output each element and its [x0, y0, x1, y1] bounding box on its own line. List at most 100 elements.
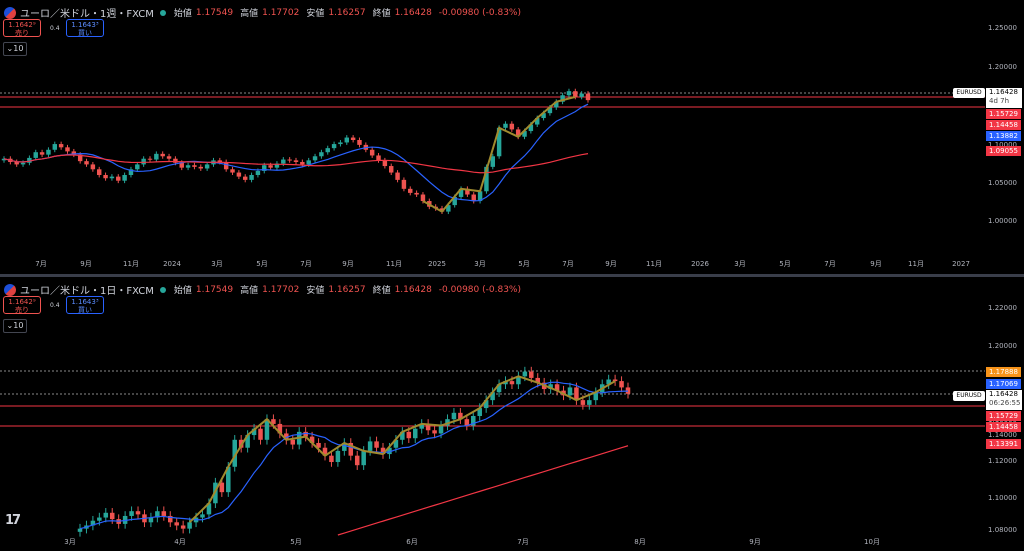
open-key: 始値 — [173, 286, 192, 296]
candle-body — [206, 503, 212, 515]
high-value: 1.17702 — [262, 7, 300, 18]
y-tick-label: 1.05000 — [988, 179, 1017, 187]
x-tick-label: 3月 — [734, 260, 745, 268]
symbol-label: EURUSD — [953, 391, 985, 401]
price-label: 1.13391 — [986, 439, 1021, 449]
candle-body — [388, 166, 394, 173]
low-key: 安値 — [306, 9, 325, 19]
interval-toggle[interactable]: ⌄10 — [3, 319, 27, 333]
candle-body — [148, 517, 154, 523]
candle-body — [179, 162, 184, 168]
candle-body — [147, 158, 153, 160]
candle-body — [335, 450, 341, 463]
candle-body — [432, 430, 437, 434]
candle-body — [284, 433, 289, 440]
symbol-title[interactable]: ユーロ／米ドル・1週・FXCM — [20, 9, 154, 20]
candle-body — [331, 144, 337, 149]
weekly-chart-canvas[interactable]: 1.250001.200001.150001.100001.050001.000… — [0, 0, 1024, 274]
market-open-dot-icon — [159, 9, 166, 16]
tradingview-logo[interactable]: 17 — [5, 513, 21, 528]
candle-body — [515, 129, 521, 137]
sell-button[interactable]: 1.1642⁹ 売り — [3, 296, 41, 314]
candle-body — [174, 522, 179, 526]
candle-body — [262, 165, 267, 171]
daily-chart-canvas[interactable]: 1.220001.200001.180001.160001.120001.100… — [0, 277, 1024, 551]
candle-body — [155, 511, 160, 518]
buy-button[interactable]: 1.1643³ 買い — [66, 19, 104, 37]
price-label: 1.17888 — [986, 367, 1021, 377]
x-tick-label: 3月 — [64, 538, 75, 546]
symbol-label: EURUSD — [953, 88, 985, 98]
symbol-title[interactable]: ユーロ／米ドル・1日・FXCM — [20, 286, 154, 297]
x-tick-label: 2025 — [428, 260, 446, 268]
candle-body — [65, 147, 70, 152]
current-price: 1.16428 — [989, 390, 1018, 398]
candle-body — [219, 482, 225, 493]
candle-body — [367, 441, 373, 451]
candle-body — [154, 153, 159, 160]
candle-body — [401, 179, 407, 189]
candle-body — [414, 192, 419, 195]
x-tick-label: 7月 — [35, 260, 46, 268]
candle-body — [587, 400, 592, 405]
candle-body — [20, 162, 26, 165]
x-tick-label: 3月 — [474, 260, 485, 268]
candle-body — [374, 441, 379, 448]
candle-body — [312, 156, 318, 161]
candle-body — [477, 191, 483, 202]
x-tick-label: 9月 — [80, 260, 91, 268]
candle-body — [451, 412, 457, 420]
price-label: 1.15729 — [986, 411, 1021, 421]
candle-body — [380, 447, 386, 455]
candle-body — [255, 170, 261, 175]
pane-divider[interactable] — [0, 274, 1024, 277]
high-key: 高値 — [240, 9, 259, 19]
candle-body — [46, 149, 51, 155]
close-value: 1.16428 — [394, 7, 432, 18]
candle-body — [612, 379, 618, 382]
x-tick-label: 7月 — [517, 538, 528, 546]
candle-body — [496, 384, 502, 393]
low-value: 1.16257 — [328, 7, 366, 18]
open-value: 1.17549 — [195, 7, 234, 18]
candle-body — [574, 387, 579, 401]
candle-body — [97, 517, 102, 521]
candle-body — [471, 416, 476, 426]
change-value: -0.00980 (-0.83%) — [438, 284, 521, 295]
candle-body — [173, 158, 178, 163]
price-label: 1.14458 — [986, 120, 1021, 130]
candle-body — [303, 431, 308, 437]
interval-value: 10 — [13, 44, 24, 53]
candle-body — [406, 431, 412, 439]
candle-body — [484, 166, 489, 192]
x-tick-label: 11月 — [908, 260, 924, 268]
interval-toggle[interactable]: ⌄10 — [3, 42, 27, 56]
buy-button[interactable]: 1.1643³ 買い — [66, 296, 104, 314]
candle-body — [52, 144, 58, 150]
candle-body — [490, 392, 495, 401]
x-tick-label: 7月 — [824, 260, 835, 268]
candle-body — [116, 176, 121, 181]
y-tick-label: 1.00000 — [988, 217, 1017, 225]
high-value: 1.17702 — [262, 284, 300, 295]
candle-body — [348, 442, 354, 456]
x-tick-label: 9月 — [605, 260, 616, 268]
candle-body — [223, 161, 229, 170]
sell-button[interactable]: 1.1642⁹ 売り — [3, 19, 41, 37]
candle-body — [535, 377, 540, 383]
close-key: 終値 — [372, 286, 391, 296]
candle-body — [316, 442, 321, 448]
daily-chart-pane[interactable]: 1.220001.200001.180001.160001.120001.100… — [0, 277, 1024, 551]
candle-body — [96, 169, 102, 175]
candle-body — [293, 160, 299, 162]
candle-body — [625, 387, 631, 394]
y-tick-label: 1.20000 — [988, 342, 1017, 350]
candle-body — [287, 159, 292, 161]
candle-body — [180, 525, 186, 529]
candle-body — [77, 154, 83, 162]
weekly-chart-pane[interactable]: 1.250001.200001.150001.100001.050001.000… — [0, 0, 1024, 274]
current-price-label: 1.16428 4d 7h — [986, 88, 1022, 108]
candle-body — [319, 152, 324, 157]
candle-body — [77, 528, 83, 532]
candle-body — [408, 188, 413, 193]
